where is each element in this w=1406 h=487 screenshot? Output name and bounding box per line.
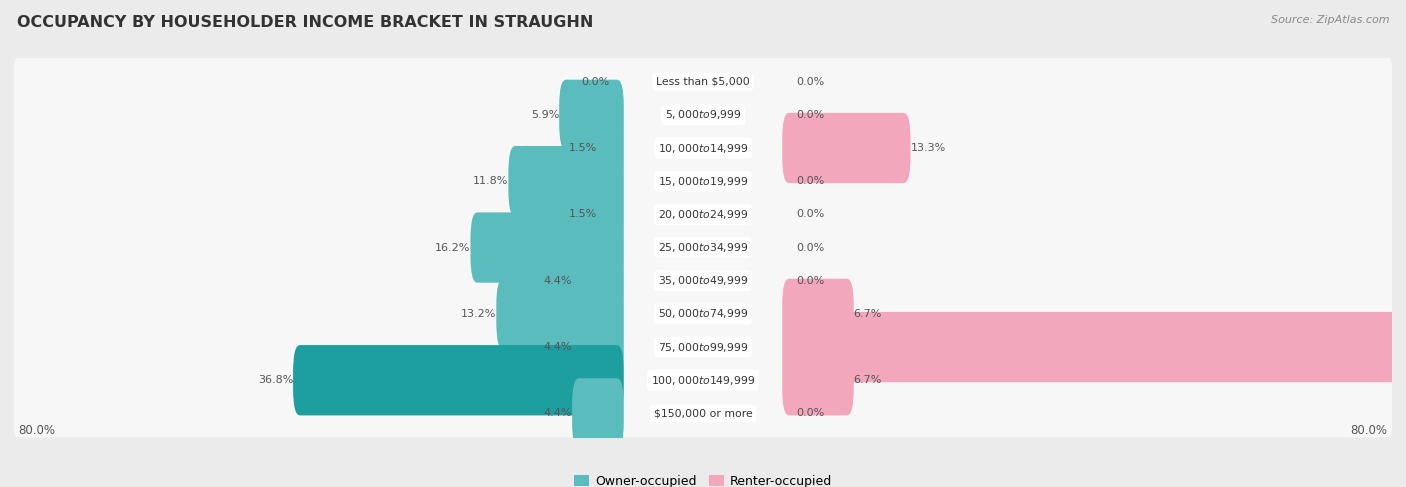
FancyBboxPatch shape <box>14 124 1392 172</box>
Text: 16.2%: 16.2% <box>434 243 471 253</box>
FancyBboxPatch shape <box>598 113 624 183</box>
Text: 0.0%: 0.0% <box>796 76 824 87</box>
Text: 0.0%: 0.0% <box>796 176 824 186</box>
Legend: Owner-occupied, Renter-occupied: Owner-occupied, Renter-occupied <box>568 470 838 487</box>
FancyBboxPatch shape <box>14 58 1392 106</box>
Text: 1.5%: 1.5% <box>569 209 598 219</box>
FancyBboxPatch shape <box>572 245 624 316</box>
Text: 6.7%: 6.7% <box>853 309 882 319</box>
Text: 5.9%: 5.9% <box>531 110 560 120</box>
FancyBboxPatch shape <box>14 257 1392 304</box>
Text: 13.2%: 13.2% <box>461 309 496 319</box>
FancyBboxPatch shape <box>572 378 624 449</box>
FancyBboxPatch shape <box>292 345 624 415</box>
Text: 11.8%: 11.8% <box>472 176 509 186</box>
Text: $150,000 or more: $150,000 or more <box>654 409 752 418</box>
Text: 4.4%: 4.4% <box>544 342 572 352</box>
Text: 0.0%: 0.0% <box>796 110 824 120</box>
Text: $75,000 to $99,999: $75,000 to $99,999 <box>658 340 748 354</box>
Text: 80.0%: 80.0% <box>18 424 55 437</box>
FancyBboxPatch shape <box>782 345 853 415</box>
Text: 0.0%: 0.0% <box>582 76 610 87</box>
Text: $20,000 to $24,999: $20,000 to $24,999 <box>658 208 748 221</box>
FancyBboxPatch shape <box>14 323 1392 371</box>
Text: $25,000 to $34,999: $25,000 to $34,999 <box>658 241 748 254</box>
Text: 80.0%: 80.0% <box>1351 424 1388 437</box>
FancyBboxPatch shape <box>496 279 624 349</box>
FancyBboxPatch shape <box>14 190 1392 238</box>
Text: 0.0%: 0.0% <box>796 243 824 253</box>
Text: $15,000 to $19,999: $15,000 to $19,999 <box>658 175 748 187</box>
FancyBboxPatch shape <box>471 212 624 283</box>
Text: 4.4%: 4.4% <box>544 276 572 286</box>
Text: Source: ZipAtlas.com: Source: ZipAtlas.com <box>1271 15 1389 25</box>
FancyBboxPatch shape <box>14 157 1392 205</box>
FancyBboxPatch shape <box>598 179 624 249</box>
FancyBboxPatch shape <box>782 279 853 349</box>
Text: 0.0%: 0.0% <box>796 209 824 219</box>
FancyBboxPatch shape <box>560 80 624 150</box>
FancyBboxPatch shape <box>14 290 1392 338</box>
Text: $50,000 to $74,999: $50,000 to $74,999 <box>658 307 748 320</box>
Text: $10,000 to $14,999: $10,000 to $14,999 <box>658 142 748 154</box>
FancyBboxPatch shape <box>14 91 1392 139</box>
Text: 0.0%: 0.0% <box>796 276 824 286</box>
Text: 13.3%: 13.3% <box>911 143 946 153</box>
Text: OCCUPANCY BY HOUSEHOLDER INCOME BRACKET IN STRAUGHN: OCCUPANCY BY HOUSEHOLDER INCOME BRACKET … <box>17 15 593 30</box>
Text: 1.5%: 1.5% <box>569 143 598 153</box>
Text: 4.4%: 4.4% <box>544 409 572 418</box>
FancyBboxPatch shape <box>14 356 1392 404</box>
FancyBboxPatch shape <box>782 312 1406 382</box>
Text: 36.8%: 36.8% <box>257 375 292 385</box>
Text: 6.7%: 6.7% <box>853 375 882 385</box>
Text: 0.0%: 0.0% <box>796 409 824 418</box>
FancyBboxPatch shape <box>572 312 624 382</box>
FancyBboxPatch shape <box>14 224 1392 271</box>
FancyBboxPatch shape <box>14 390 1392 437</box>
Text: $100,000 to $149,999: $100,000 to $149,999 <box>651 374 755 387</box>
FancyBboxPatch shape <box>782 113 911 183</box>
Text: $35,000 to $49,999: $35,000 to $49,999 <box>658 274 748 287</box>
Text: Less than $5,000: Less than $5,000 <box>657 76 749 87</box>
FancyBboxPatch shape <box>509 146 624 216</box>
Text: $5,000 to $9,999: $5,000 to $9,999 <box>665 108 741 121</box>
